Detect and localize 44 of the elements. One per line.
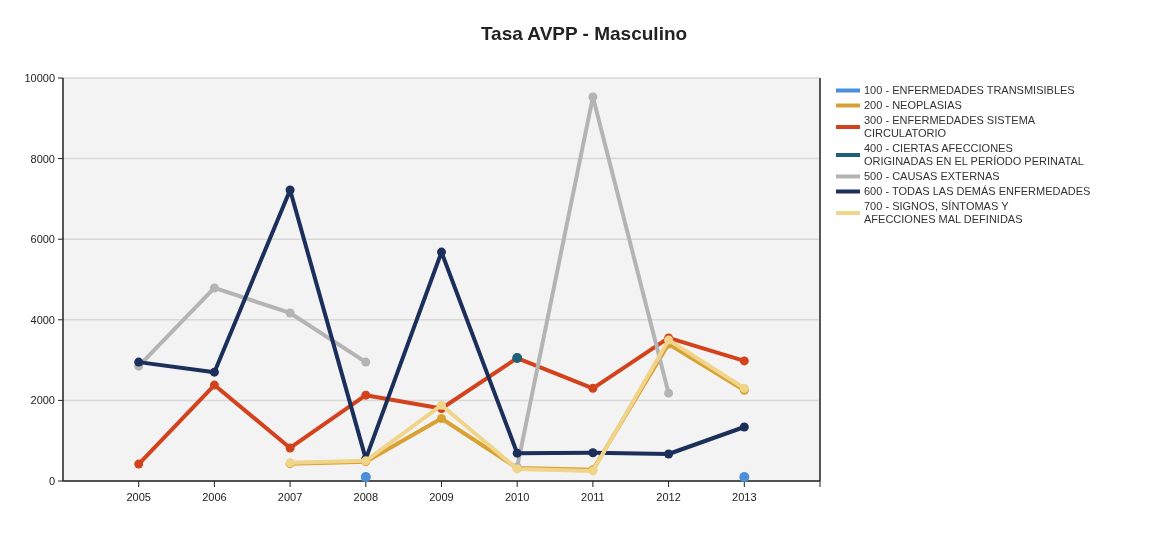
x-tick-label: 2011	[581, 491, 605, 503]
point	[739, 356, 749, 366]
y-tick-label: 4000	[30, 313, 55, 326]
legend-label: 200 - NEOPLASIAS	[864, 99, 962, 111]
point	[437, 414, 446, 424]
point	[285, 443, 295, 453]
y-tick-label: 0	[48, 475, 55, 487]
x-tick-label: 2006	[202, 491, 227, 503]
point	[664, 388, 674, 398]
point	[739, 422, 749, 432]
y-tick-label: 8000	[30, 152, 55, 165]
point	[209, 367, 219, 377]
point	[209, 283, 219, 293]
chart-title: Tasa AVPP - Masculino	[480, 23, 688, 44]
point	[285, 308, 295, 318]
legend-label: 700 - SIGNOS, SÍNTOMAS Y AFECCIONES MAL DEFINIDAS	[864, 200, 1023, 225]
point	[664, 449, 674, 459]
x-tick-label: 2005	[126, 491, 151, 503]
legend-label: 500 - CAUSAS EXTERNAS	[864, 170, 1000, 182]
point	[209, 380, 219, 390]
point	[361, 357, 371, 367]
point	[134, 459, 144, 469]
x-tick-label: 2008	[353, 491, 379, 503]
y-tick-label: 10000	[24, 72, 55, 84]
x-tick-label: 2012	[656, 491, 681, 503]
x-tick-label: 2007	[277, 491, 303, 503]
point	[360, 471, 371, 482]
point	[134, 357, 144, 367]
point	[361, 390, 371, 400]
legend-label: 600 - TODAS LAS DEMÁS ENFERMEDADES	[864, 185, 1091, 197]
x-tick-label: 2010	[504, 491, 530, 503]
legend-label: 300 - ENFERMEDADES SISTEMA CIRCULATORIO	[864, 114, 1036, 139]
point	[512, 448, 522, 458]
legend-label: 100 - ENFERMEDADES TRANSMISIBLES	[864, 84, 1075, 96]
point	[588, 448, 598, 458]
point	[588, 383, 598, 393]
point	[739, 471, 750, 482]
point	[437, 247, 446, 257]
legend-label: 400 - CIERTAS AFECCIONES ORIGINADAS EN EL PERÍODO PERINATAL	[864, 142, 1084, 167]
point	[285, 185, 295, 195]
y-tick-label: 6000	[30, 233, 55, 246]
y-tick-label: 2000	[30, 394, 55, 407]
x-tick-label: 2009	[429, 491, 454, 503]
x-tick-label: 2013	[732, 491, 757, 503]
